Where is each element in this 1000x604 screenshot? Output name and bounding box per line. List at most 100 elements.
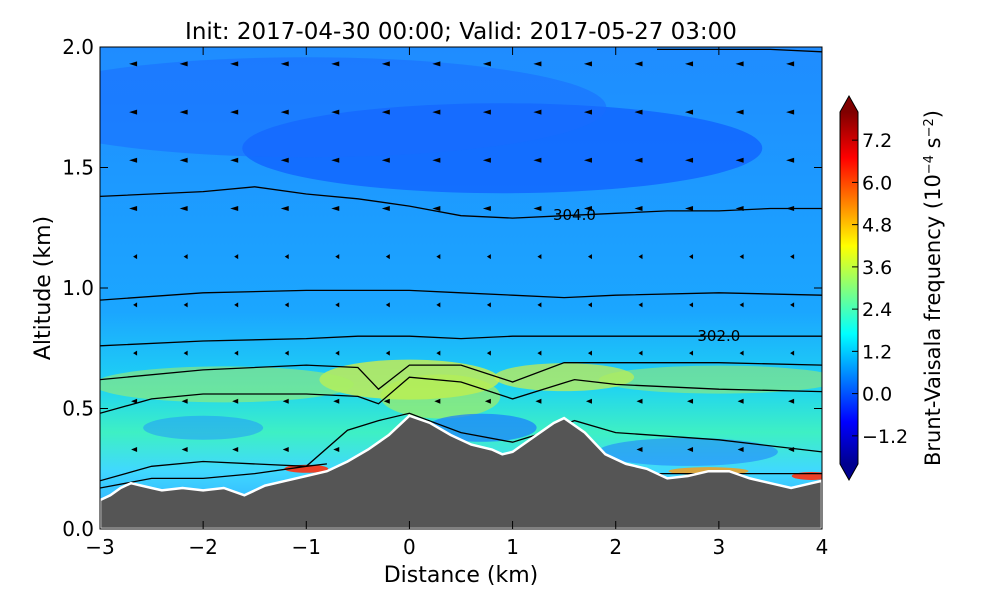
contour-line xyxy=(100,362,822,391)
wind-arrow xyxy=(232,446,239,452)
wind-arrow xyxy=(583,205,592,211)
wind-arrow xyxy=(739,302,744,308)
wind-arrow xyxy=(381,61,390,67)
field-blob xyxy=(284,464,329,473)
wind-arrow xyxy=(689,254,694,260)
wind-arrow xyxy=(131,446,138,452)
wind-arrow xyxy=(335,350,340,356)
wind-arrow xyxy=(790,350,795,356)
wind-arrow xyxy=(432,109,441,115)
contour-line xyxy=(100,412,822,482)
wind-arrow xyxy=(280,157,289,163)
colorbar-tick-label: 4.8 xyxy=(862,215,892,237)
wind-vectors xyxy=(129,61,795,452)
wind-arrow xyxy=(183,302,188,308)
wind-arrow xyxy=(129,205,138,211)
wind-arrow xyxy=(687,398,694,404)
wind-arrow xyxy=(638,302,643,308)
contour-line xyxy=(100,335,822,347)
wind-arrow xyxy=(687,446,694,452)
wind-arrow xyxy=(284,350,289,356)
wind-arrow xyxy=(282,446,289,452)
wind-arrow xyxy=(179,157,188,163)
wind-arrow xyxy=(331,157,340,163)
wind-arrow xyxy=(331,205,340,211)
wind-arrow xyxy=(181,446,188,452)
wind-arrow xyxy=(788,398,795,404)
wind-arrow xyxy=(788,446,795,452)
wind-arrow xyxy=(587,254,592,260)
wind-arrow xyxy=(786,205,795,211)
wind-arrow xyxy=(583,157,592,163)
wind-arrow xyxy=(230,157,239,163)
field-blob xyxy=(494,363,635,392)
wind-arrow xyxy=(284,254,289,260)
wind-arrow xyxy=(533,205,542,211)
contour-line xyxy=(100,463,327,489)
x-tick-label: 1 xyxy=(506,535,519,559)
contour-label: 304.0 xyxy=(553,206,596,224)
wind-arrow xyxy=(636,398,643,404)
wind-arrow xyxy=(232,398,239,404)
contour-line xyxy=(100,186,822,219)
y-tick-label: 0.0 xyxy=(62,517,94,541)
wind-arrow xyxy=(634,109,643,115)
x-tick-label: 2 xyxy=(609,535,622,559)
wind-arrow xyxy=(735,157,744,163)
x-axis-label: Distance (km) xyxy=(384,563,539,588)
x-tick-label: 3 xyxy=(712,535,725,559)
wind-arrow xyxy=(638,350,643,356)
y-axis: 0.0 0.5 1.0 1.5 2.0 xyxy=(62,35,822,541)
contour-line xyxy=(100,289,822,301)
wind-arrow xyxy=(385,254,390,260)
x-tick-label: −1 xyxy=(292,535,321,559)
wind-arrow xyxy=(786,61,795,67)
wind-arrow xyxy=(737,446,744,452)
wind-arrow xyxy=(537,302,542,308)
wind-arrow xyxy=(381,109,390,115)
wind-arrow xyxy=(634,61,643,67)
wind-arrow xyxy=(739,350,744,356)
wind-arrow xyxy=(685,157,694,163)
wind-arrow xyxy=(432,61,441,67)
wind-arrow xyxy=(183,254,188,260)
wind-arrow xyxy=(385,350,390,356)
wind-arrow xyxy=(486,254,491,260)
wind-arrow xyxy=(533,157,542,163)
chart-title: Init: 2017-04-30 00:00; Valid: 2017-05-2… xyxy=(185,19,737,45)
wind-arrow xyxy=(790,302,795,308)
wind-arrow xyxy=(436,254,441,260)
field-blob xyxy=(426,413,537,442)
colorbar-gradient xyxy=(840,112,858,464)
wind-arrow xyxy=(179,109,188,115)
contour-line xyxy=(657,48,822,53)
y-axis-label: Altitude (km) xyxy=(31,216,56,360)
wind-arrow xyxy=(280,109,289,115)
wind-arrow xyxy=(537,350,542,356)
y-tick-label: 0.5 xyxy=(62,397,94,421)
wind-arrow xyxy=(484,398,491,404)
wind-arrow xyxy=(284,302,289,308)
colorbar-ticks: −1.2 0.0 1.2 2.4 3.6 4.8 6.0 7.2 xyxy=(852,130,908,448)
wind-arrow xyxy=(739,254,744,260)
wind-arrow xyxy=(689,302,694,308)
wind-arrow xyxy=(381,157,390,163)
wind-arrow xyxy=(634,157,643,163)
wind-arrow xyxy=(486,350,491,356)
wind-arrow xyxy=(735,61,744,67)
colorbar-tick-label: 2.4 xyxy=(862,299,892,321)
colorbar-tick-label: 7.2 xyxy=(862,130,892,152)
wind-arrow xyxy=(486,302,491,308)
wind-arrow xyxy=(183,350,188,356)
wind-arrow xyxy=(383,398,390,404)
x-tick-label: 0 xyxy=(403,535,416,559)
field-blob xyxy=(597,437,778,466)
wind-arrow xyxy=(689,350,694,356)
wind-arrow xyxy=(482,157,491,163)
wind-arrow xyxy=(585,398,592,404)
wind-arrow xyxy=(331,61,340,67)
wind-arrow xyxy=(583,61,592,67)
wind-arrow xyxy=(234,350,239,356)
wind-arrow xyxy=(181,398,188,404)
wind-arrow xyxy=(482,205,491,211)
